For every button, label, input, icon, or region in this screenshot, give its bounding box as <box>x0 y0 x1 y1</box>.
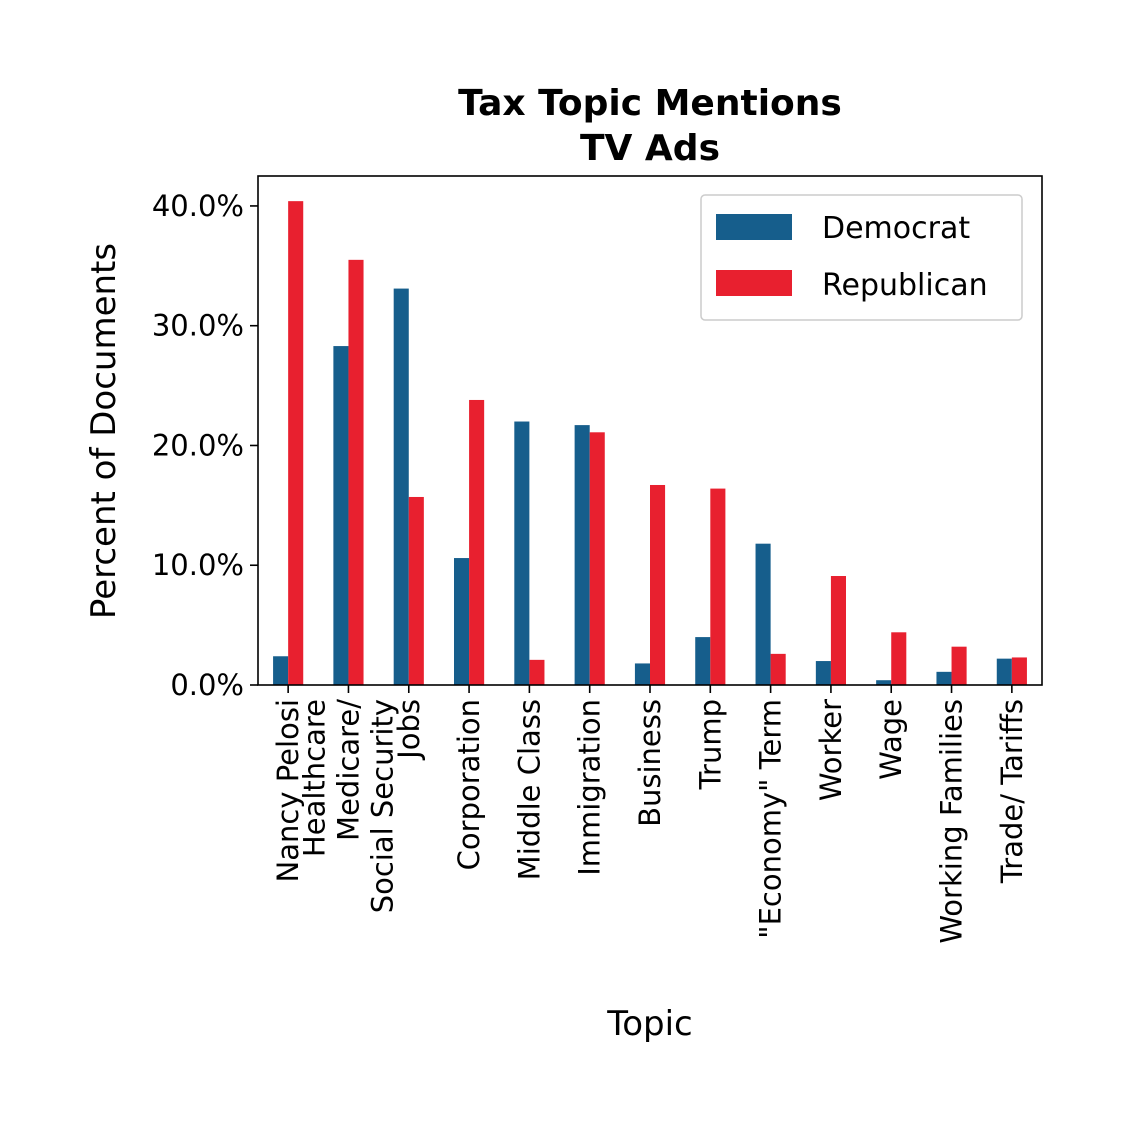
bar-republican-10 <box>891 632 907 685</box>
legend-swatch-democrat <box>716 214 792 240</box>
bar-democrat-5 <box>574 425 590 685</box>
bar-republican-8 <box>770 653 786 685</box>
bar-republican-1 <box>348 259 364 685</box>
x-tick-label-line: Immigration <box>573 699 607 876</box>
x-tick-label: Corporation <box>452 699 486 870</box>
bars-layer <box>273 201 1027 685</box>
x-tick-label-line: Medicare/ <box>331 699 365 841</box>
y-tick-label: 30.0% <box>152 309 244 343</box>
bar-democrat-12 <box>996 658 1012 685</box>
x-tick-label-line: Trump <box>693 699 727 790</box>
bar-republican-12 <box>1011 657 1027 685</box>
x-tick-label-line: "Economy" Term <box>754 699 788 939</box>
bar-democrat-4 <box>514 421 530 685</box>
x-tick-label-line: Middle Class <box>512 699 546 880</box>
x-tick-label-line: Working Families <box>935 699 969 944</box>
bar-republican-0 <box>288 201 304 685</box>
x-tick-label: Trump <box>693 699 727 790</box>
bar-republican-9 <box>830 576 846 685</box>
x-tick-label: Wage <box>874 699 908 780</box>
x-tick-label-line: Corporation <box>452 699 486 870</box>
bar-democrat-6 <box>634 663 650 685</box>
x-tick-label: Healthcare Medicare/Social Security <box>297 699 399 914</box>
bar-democrat-3 <box>454 558 470 685</box>
x-tick-label: Business <box>633 699 667 827</box>
bar-republican-11 <box>951 646 967 685</box>
x-tick-label: Immigration <box>573 699 607 876</box>
bar-republican-2 <box>408 496 424 685</box>
bar-democrat-11 <box>936 671 952 685</box>
bar-democrat-1 <box>333 346 349 685</box>
x-tick-label: Middle Class <box>512 699 546 880</box>
x-tick-label: Nancy Pelosi <box>271 699 305 882</box>
x-tick-label-line: Trade/ Tariffs <box>995 699 1029 884</box>
y-tick-label: 20.0% <box>152 428 244 462</box>
y-axis: 0.0% 10.0% 20.0% 30.0% 40.0% <box>152 189 258 702</box>
x-tick-label-line: Business <box>633 699 667 827</box>
x-tick-label-line: Jobs <box>392 699 426 761</box>
bar-democrat-8 <box>755 543 771 685</box>
x-tick-label: Worker <box>814 699 848 801</box>
y-tick-label: 10.0% <box>152 548 244 582</box>
chart-title-line-2: TV Ads <box>580 128 720 169</box>
bar-republican-4 <box>529 659 545 685</box>
x-tick-label-line: Social Security <box>365 699 399 913</box>
legend-label-democrat: Democrat <box>822 211 970 246</box>
legend-swatch-republican <box>716 270 792 296</box>
bar-republican-5 <box>589 432 605 685</box>
chart-title: Tax Topic Mentions TV Ads <box>458 83 842 169</box>
x-tick-label: Working Families <box>935 699 969 944</box>
x-tick-label-line: Worker <box>814 699 848 801</box>
bar-republican-3 <box>469 399 485 685</box>
bar-democrat-7 <box>695 637 711 685</box>
bar-republican-7 <box>710 488 726 685</box>
bar-democrat-2 <box>393 288 409 685</box>
x-tick-label: "Economy" Term <box>754 699 788 939</box>
x-tick-label-line: Wage <box>874 699 908 780</box>
y-tick-label: 0.0% <box>170 668 244 702</box>
bar-democrat-10 <box>876 680 892 685</box>
y-tick-label: 40.0% <box>152 189 244 223</box>
x-tick-label: Jobs <box>392 699 426 761</box>
bar-democrat-9 <box>815 661 831 685</box>
bar-republican-6 <box>650 484 666 685</box>
y-axis-label: Percent of Documents <box>84 243 124 619</box>
x-tick-label: Trade/ Tariffs <box>995 699 1029 884</box>
chart-title-line-1: Tax Topic Mentions <box>458 83 842 124</box>
x-tick-label-line: Healthcare <box>297 699 331 857</box>
bar-democrat-0 <box>273 656 289 685</box>
legend: Democrat Republican <box>700 194 1023 321</box>
x-axis-label: Topic <box>606 1004 693 1044</box>
x-tick-label-line: Nancy Pelosi <box>271 699 305 882</box>
legend-label-republican: Republican <box>822 268 988 303</box>
